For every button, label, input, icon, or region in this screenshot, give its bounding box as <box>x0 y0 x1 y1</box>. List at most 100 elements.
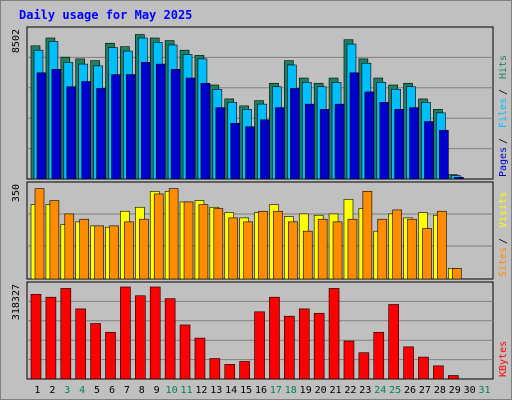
bar-sites-23 <box>362 191 373 280</box>
legend-hits: Hits <box>498 55 509 79</box>
bar-kbytes-13 <box>209 358 221 380</box>
bar-pages-27 <box>424 121 434 180</box>
bar-pages-29 <box>453 176 464 180</box>
x-tick-label-30: 30 <box>464 385 476 396</box>
bar-kbytes-25 <box>388 304 399 380</box>
bar-sites-26 <box>407 218 417 280</box>
bar-sites-19 <box>302 230 313 280</box>
bar-sites-13 <box>213 208 224 280</box>
bar-sites-29 <box>451 268 462 280</box>
bar-pages-20 <box>319 109 330 180</box>
bar-kbytes-26 <box>403 346 414 380</box>
x-tick-label-8: 8 <box>139 385 145 396</box>
bar-pages-16 <box>260 119 270 180</box>
bar-sites-16 <box>258 210 268 280</box>
bar-kbytes-11 <box>179 324 191 380</box>
bar-sites-3 <box>64 213 75 280</box>
bar-pages-9 <box>155 63 166 180</box>
bar-pages-25 <box>394 109 404 180</box>
x-tick-label-3: 3 <box>64 385 70 396</box>
bar-kbytes-5 <box>90 323 101 380</box>
bar-pages-22 <box>349 72 360 180</box>
axis-max-kbytes: 318327 <box>11 284 22 320</box>
x-tick-label-17: 17 <box>270 385 282 396</box>
bar-pages-7 <box>126 74 136 180</box>
x-tick-label-5: 5 <box>94 385 100 396</box>
bar-kbytes-10 <box>164 298 176 380</box>
legend-separator-hits-files-pages-1: / <box>498 89 509 95</box>
bar-kbytes-7 <box>120 286 131 380</box>
legend-sites: Sites <box>498 247 509 277</box>
bar-kbytes-14 <box>224 364 236 380</box>
x-tick-label-23: 23 <box>359 385 371 396</box>
bar-sites-2 <box>49 200 60 280</box>
x-tick-label-11: 11 <box>180 385 192 396</box>
x-tick-label-15: 15 <box>240 385 252 396</box>
bar-pages-10 <box>170 69 181 180</box>
bar-kbytes-18 <box>284 315 295 380</box>
bar-pages-24 <box>379 102 390 180</box>
x-tick-label-26: 26 <box>404 385 416 396</box>
bar-pages-18 <box>290 88 300 180</box>
bar-pages-19 <box>304 103 315 180</box>
bar-sites-5 <box>94 225 104 280</box>
bar-sites-9 <box>153 193 164 280</box>
bar-kbytes-8 <box>135 295 146 380</box>
x-tick-label-31: 31 <box>479 385 491 396</box>
axis-max-hits-files-pages: 8502 <box>11 29 22 53</box>
bar-sites-14 <box>228 217 239 280</box>
bar-sites-25 <box>392 209 402 280</box>
bar-kbytes-23 <box>358 352 370 380</box>
bar-kbytes-20 <box>313 312 325 380</box>
x-tick-label-13: 13 <box>210 385 222 396</box>
x-tick-label-22: 22 <box>344 385 356 396</box>
bar-kbytes-4 <box>75 308 87 380</box>
bar-pages-3 <box>66 86 77 180</box>
bar-pages-11 <box>185 77 196 180</box>
bar-sites-12 <box>198 204 209 280</box>
x-tick-label-19: 19 <box>300 385 312 396</box>
x-tick-label-12: 12 <box>195 385 207 396</box>
x-tick-label-6: 6 <box>109 385 115 396</box>
bar-kbytes-16 <box>254 311 265 380</box>
bar-kbytes-21 <box>328 288 340 380</box>
bar-sites-4 <box>79 218 90 280</box>
bar-sites-1 <box>34 188 45 280</box>
x-tick-label-20: 20 <box>315 385 327 396</box>
x-tick-label-29: 29 <box>449 385 461 396</box>
bar-sites-7 <box>124 221 134 280</box>
x-tick-label-21: 21 <box>329 385 341 396</box>
bar-pages-5 <box>96 88 106 180</box>
bar-pages-23 <box>364 91 375 180</box>
x-tick-label-10: 10 <box>166 385 178 396</box>
bar-pages-8 <box>141 62 151 180</box>
bar-kbytes-1 <box>30 293 42 380</box>
bar-kbytes-12 <box>194 337 206 380</box>
bar-pages-4 <box>81 81 92 180</box>
bar-sites-8 <box>139 218 149 280</box>
bar-pages-15 <box>245 126 255 180</box>
x-tick-label-4: 4 <box>79 385 85 396</box>
x-tick-label-9: 9 <box>154 385 160 396</box>
bar-pages-26 <box>409 107 419 180</box>
legend-files: Files <box>498 98 509 128</box>
bar-sites-27 <box>422 228 432 280</box>
bar-pages-12 <box>200 82 211 180</box>
x-tick-label-25: 25 <box>389 385 401 396</box>
bar-pages-14 <box>230 122 241 180</box>
bar-sites-22 <box>347 218 358 280</box>
bar-sites-20 <box>317 218 328 280</box>
legend-pages: Pages <box>498 147 509 177</box>
axis-max-visits-sites: 350 <box>11 184 22 202</box>
legend-visits: Visits <box>498 192 509 228</box>
bar-pages-13 <box>215 107 226 180</box>
legend-separator-visits-sites-0: / <box>498 238 509 244</box>
bar-kbytes-3 <box>60 288 72 380</box>
bar-pages-6 <box>111 74 121 180</box>
bar-sites-24 <box>377 218 388 280</box>
bar-kbytes-24 <box>373 331 385 380</box>
bar-pages-17 <box>275 107 285 180</box>
x-tick-label-18: 18 <box>285 385 297 396</box>
